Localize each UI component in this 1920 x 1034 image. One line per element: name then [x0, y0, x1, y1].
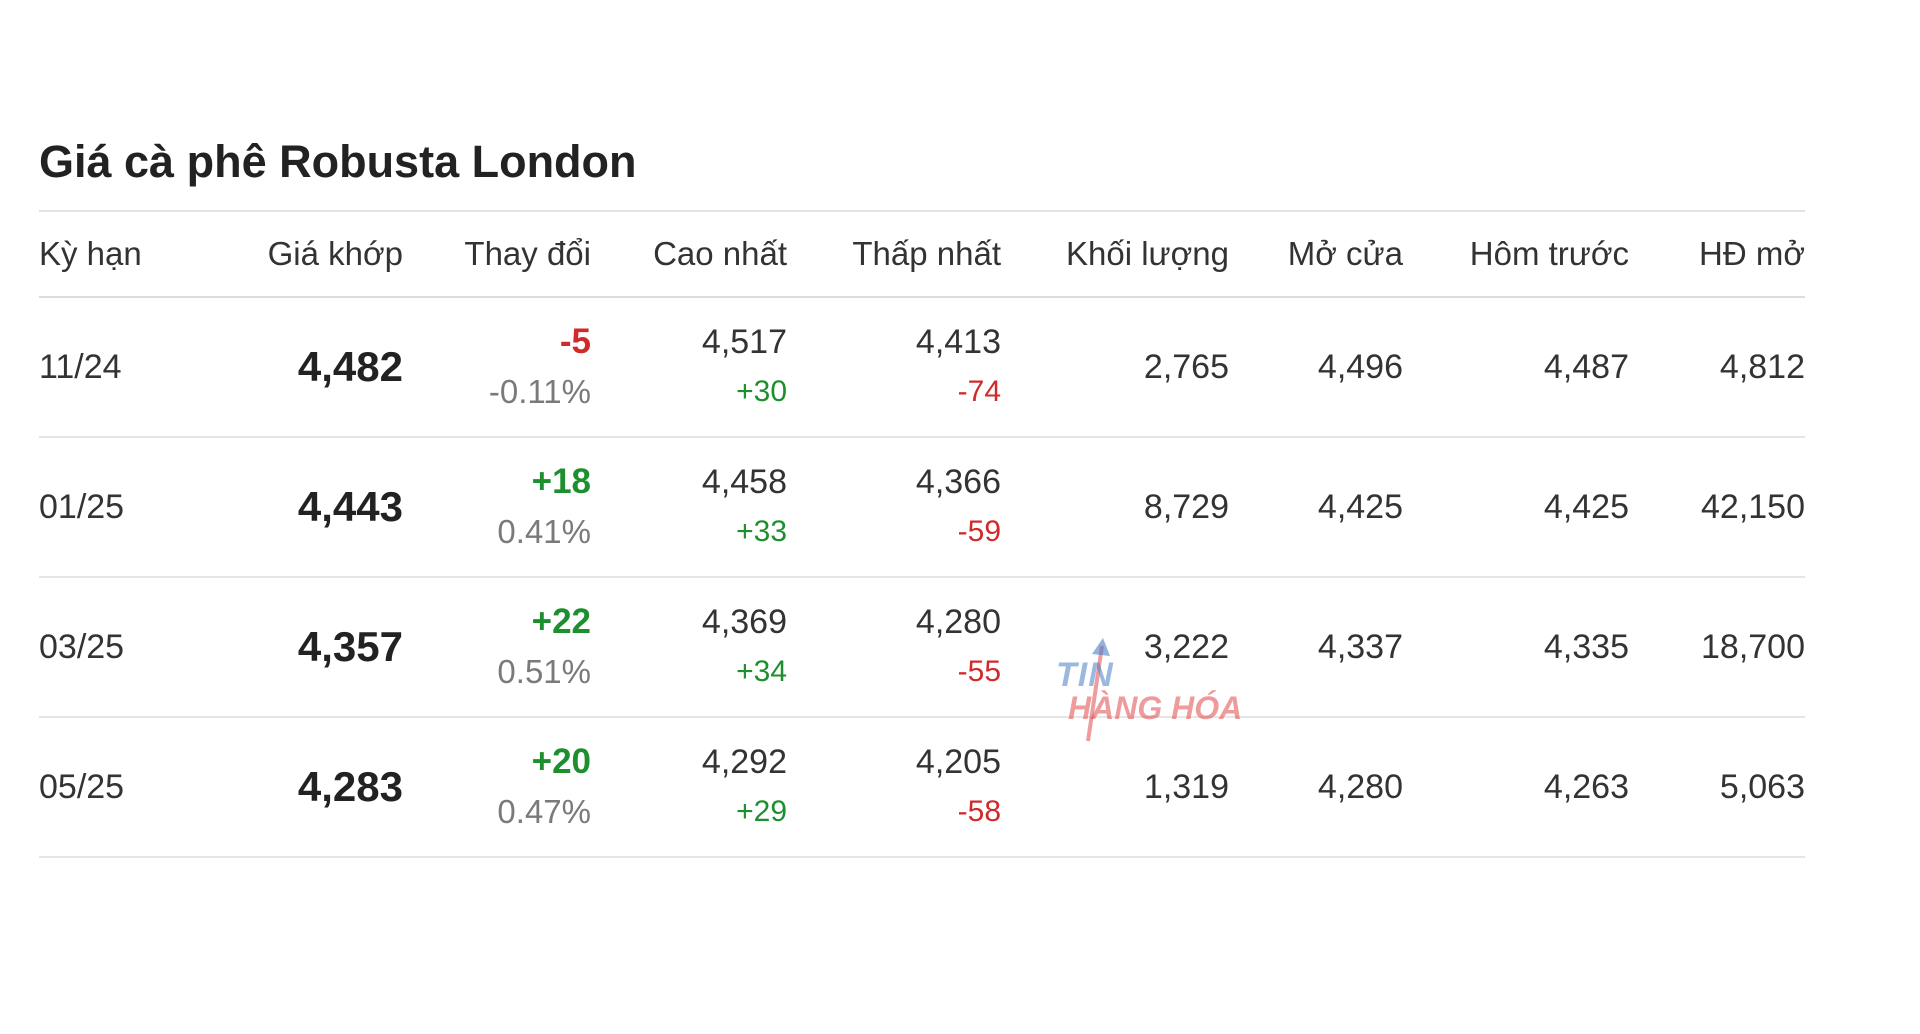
low-value: 4,280 — [915, 603, 1001, 641]
price-cell: 4,443 — [189, 437, 403, 578]
page-title: Giá cà phê Robusta London — [39, 128, 1805, 212]
high-value: 4,458 — [701, 463, 787, 501]
high-change: +34 — [736, 655, 787, 688]
low-change: -74 — [957, 375, 1001, 408]
table-row[interactable]: 11/24 4,482 -5 -0.11% 4,517 +30 — [39, 297, 1805, 438]
volume-cell: 1,319 — [1001, 717, 1229, 858]
column-header-open[interactable]: Mở cửa — [1229, 212, 1403, 298]
low-value: 4,205 — [915, 743, 1001, 781]
high-value: 4,292 — [701, 743, 787, 781]
low-change: -59 — [957, 515, 1001, 548]
term-cell: 03/25 — [39, 577, 189, 718]
high-value: 4,369 — [701, 603, 787, 641]
open-interest-cell: 4,812 — [1629, 297, 1805, 438]
price-value: 4,443 — [297, 483, 403, 530]
prev-cell: 4,487 — [1403, 297, 1629, 438]
low-value: 4,413 — [915, 323, 1001, 361]
column-header-price[interactable]: Giá khớp — [189, 212, 403, 298]
volume-cell: 2,765 — [1001, 297, 1229, 438]
price-cell: 4,482 — [189, 297, 403, 438]
term-cell: 05/25 — [39, 717, 189, 858]
term-cell: 11/24 — [39, 297, 189, 438]
low-cell: 4,366 -59 — [787, 437, 1001, 578]
change-percent: 0.51% — [497, 653, 591, 690]
high-change: +30 — [736, 375, 787, 408]
low-cell: 4,280 -55 — [787, 577, 1001, 718]
price-value: 4,482 — [297, 343, 403, 390]
term-cell: 01/25 — [39, 437, 189, 578]
low-change: -58 — [957, 795, 1001, 828]
volume-cell: 8,729 — [1001, 437, 1229, 578]
open-cell: 4,280 — [1229, 717, 1403, 858]
change-cell: +18 0.41% — [403, 437, 591, 578]
change-value: -5 — [559, 322, 591, 361]
volume-cell: 3,222 — [1001, 577, 1229, 718]
column-header-volume[interactable]: Khối lượng — [1001, 212, 1229, 298]
change-value: +22 — [531, 602, 591, 641]
change-percent: 0.47% — [497, 793, 591, 830]
high-change: +29 — [736, 795, 787, 828]
price-value: 4,357 — [297, 623, 403, 670]
change-value: +20 — [531, 742, 591, 781]
change-percent: -0.11% — [488, 373, 591, 410]
open-cell: 4,425 — [1229, 437, 1403, 578]
change-percent: 0.41% — [497, 513, 591, 550]
change-cell: -5 -0.11% — [403, 297, 591, 438]
open-interest-cell: 18,700 — [1629, 577, 1805, 718]
price-value: 4,283 — [297, 763, 403, 810]
column-header-change[interactable]: Thay đổi — [403, 212, 591, 298]
high-cell: 4,458 +33 — [591, 437, 787, 578]
table-row[interactable]: 05/25 4,283 +20 0.47% 4,292 +29 — [39, 717, 1805, 858]
change-cell: +20 0.47% — [403, 717, 591, 858]
open-cell: 4,496 — [1229, 297, 1403, 438]
low-value: 4,366 — [915, 463, 1001, 501]
prev-cell: 4,425 — [1403, 437, 1629, 578]
column-header-term[interactable]: Kỳ hạn — [39, 212, 189, 298]
open-interest-cell: 42,150 — [1629, 437, 1805, 578]
table-row[interactable]: 03/25 4,357 +22 0.51% 4,369 +34 — [39, 577, 1805, 718]
open-interest-cell: 5,063 — [1629, 717, 1805, 858]
high-value: 4,517 — [701, 323, 787, 361]
prev-cell: 4,335 — [1403, 577, 1629, 718]
column-header-prev[interactable]: Hôm trước — [1403, 212, 1629, 298]
high-cell: 4,292 +29 — [591, 717, 787, 858]
change-cell: +22 0.51% — [403, 577, 591, 718]
price-cell: 4,283 — [189, 717, 403, 858]
open-cell: 4,337 — [1229, 577, 1403, 718]
prev-cell: 4,263 — [1403, 717, 1629, 858]
column-header-open-interest[interactable]: HĐ mở — [1629, 212, 1805, 298]
column-header-low[interactable]: Thấp nhất — [787, 212, 1001, 298]
low-cell: 4,205 -58 — [787, 717, 1001, 858]
high-cell: 4,517 +30 — [591, 297, 787, 438]
robusta-price-panel: Giá cà phê Robusta London Kỳ hạn Giá khớ… — [39, 128, 1805, 858]
change-value: +18 — [531, 462, 591, 501]
low-cell: 4,413 -74 — [787, 297, 1001, 438]
price-cell: 4,357 — [189, 577, 403, 718]
column-header-high[interactable]: Cao nhất — [591, 212, 787, 298]
low-change: -55 — [957, 655, 1001, 688]
high-change: +33 — [736, 515, 787, 548]
table-header-row: Kỳ hạn Giá khớp Thay đổi Cao nhất Thấp n… — [39, 212, 1805, 298]
price-table: Kỳ hạn Giá khớp Thay đổi Cao nhất Thấp n… — [39, 212, 1805, 858]
table-row[interactable]: 01/25 4,443 +18 0.41% 4,458 +33 — [39, 437, 1805, 578]
high-cell: 4,369 +34 — [591, 577, 787, 718]
